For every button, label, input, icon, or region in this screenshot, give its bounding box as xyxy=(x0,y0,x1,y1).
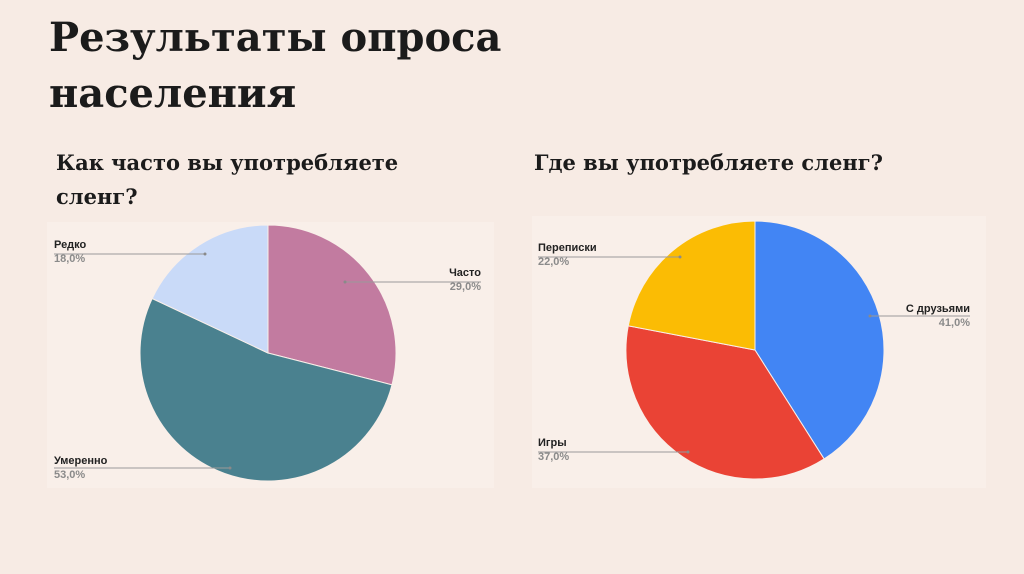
pie-slice-часто xyxy=(267,224,397,386)
page-title: Результаты опроса населения xyxy=(49,14,502,117)
slice-value-часто: 29,0% xyxy=(450,281,481,293)
slice-label-редко: Редко xyxy=(54,239,87,251)
pie-chart-frequency: Часто 29,0% Умеренно 53,0% Редко 18,0% xyxy=(47,222,494,488)
pie-chart-location-svg: С друзьями 41,0% Игры 37,0% Переписки 22,0% xyxy=(538,220,970,480)
leader-dot-игры xyxy=(686,450,690,454)
pie-slice-умеренно xyxy=(139,297,393,482)
pie-slice-с-друзьями xyxy=(754,220,885,460)
slice-value-умеренно: 53,0% xyxy=(54,469,85,481)
leader-dot-переписки xyxy=(678,255,682,259)
slice-label-часто: Часто xyxy=(449,267,481,279)
pie-chart-frequency-svg: Часто 29,0% Умеренно 53,0% Редко 18,0% xyxy=(54,224,481,482)
slice-value-игры: 37,0% xyxy=(538,451,569,463)
pie-slice-игры xyxy=(625,325,825,480)
leader-dot-с-друзьями xyxy=(868,314,872,318)
slice-label-с-друзьями: С друзьями xyxy=(906,303,970,315)
slice-label-переписки: Переписки xyxy=(538,242,597,254)
slice-value-с-друзьями: 41,0% xyxy=(939,317,970,329)
slice-label-игры: Игры xyxy=(538,437,567,449)
pie-slice-редко xyxy=(151,224,269,354)
leader-dot-часто xyxy=(343,280,347,284)
slice-value-редко: 18,0% xyxy=(54,253,85,265)
slice-value-переписки: 22,0% xyxy=(538,256,569,268)
pie-slice-переписки xyxy=(627,220,756,351)
leader-dot-умеренно xyxy=(228,466,232,470)
chart-title-frequency: Как часто вы употребляете сленг? xyxy=(56,150,399,209)
pie-chart-location: С друзьями 41,0% Игры 37,0% Переписки 22,0% xyxy=(532,216,986,488)
chart-title-location: Где вы употребляете сленг? xyxy=(534,150,883,175)
leader-dot-редко xyxy=(203,252,207,256)
slice-label-умеренно: Умеренно xyxy=(54,455,108,467)
